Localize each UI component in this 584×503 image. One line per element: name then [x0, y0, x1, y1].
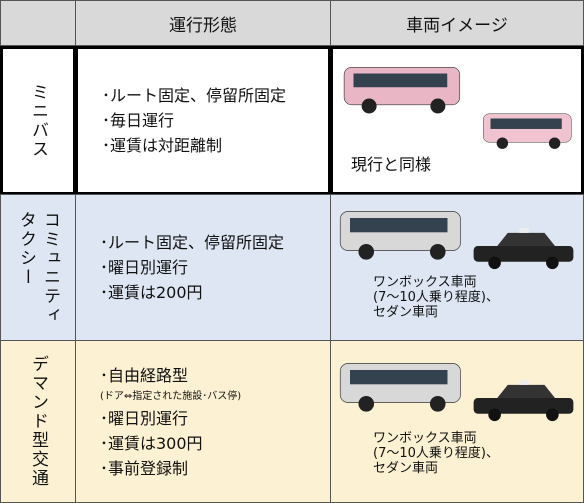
vehicle-image [361, 98, 377, 114]
feature: ･曜日別運行 [100, 408, 189, 428]
row-name-line: コミュニティ [40, 210, 60, 325]
vehicle-image [471, 377, 576, 428]
vehicle-image [519, 228, 529, 233]
feature: ･ルート固定、停留所固定 [102, 86, 287, 105]
vehicle-image [490, 118, 562, 129]
vehicle-image [519, 380, 529, 385]
feature: ･運賃は対距離制 [102, 136, 223, 155]
vehicle-image [339, 211, 461, 260]
vehicle-image [353, 73, 448, 88]
vehicle-image [473, 398, 574, 414]
header-cell: 運行形態 [75, 0, 331, 46]
row-name-line: ミニバス [28, 82, 48, 159]
row-name: コミュニティ タクシー [0, 194, 76, 341]
vehicle-image [473, 380, 574, 422]
vehicle-image [350, 218, 448, 233]
vehicle-image [350, 370, 448, 385]
vehicle-image [358, 244, 375, 260]
vehicle-image [343, 66, 461, 114]
row-name-text: ミニバス [26, 83, 50, 159]
feature: ･運賃は300円 [100, 433, 203, 453]
vehicle-image [337, 357, 467, 420]
vehicle-image [429, 396, 446, 412]
feature: ･事前登録制 [100, 458, 189, 478]
caption-line: (7～10人乗り程度)、 [373, 446, 499, 461]
vehicle-image [481, 109, 576, 156]
vehicle-image [546, 408, 559, 422]
row-name-text: コミュニティ タクシー [14, 211, 62, 325]
vehicle-image [546, 256, 559, 270]
vehicle-caption: 現行と同様 [351, 155, 432, 174]
features: ･ルート固定、停留所固定 ･毎日運行 ･運賃は対距離制 [75, 46, 331, 195]
feature: ･運賃は200円 [100, 283, 203, 302]
vehicle-image [473, 228, 574, 270]
vehicle-image [337, 205, 467, 268]
caption-line: セダン車両 [373, 461, 439, 476]
vehicle-cell: 現行と同様 [330, 46, 584, 195]
vehicle-cell: ワンボックス車両 (7～10人乗り程度)、 セダン車両 [330, 340, 584, 503]
vehicle-image [339, 363, 461, 412]
feature: ･毎日運行 [102, 111, 175, 130]
vehicle-image [341, 61, 466, 121]
caption-line: 現行と同様 [351, 155, 432, 174]
vehicle-image [488, 256, 501, 270]
caption-line: セダン車両 [373, 305, 439, 320]
vehicle-cell: ワンボックス車両 (7～10人乗り程度)、 セダン車両 [330, 194, 584, 341]
vehicle-image [430, 98, 446, 114]
row-name-line: タクシー [16, 210, 36, 287]
vehicle-image [358, 396, 375, 412]
caption-line: ワンボックス車両 [373, 431, 477, 446]
caption-line: (7～10人乗り程度)、 [373, 290, 499, 305]
row-name-text: デマンド型交通 [26, 355, 50, 488]
header-cell: 車両イメージ [330, 0, 584, 46]
feature: ･自由経路型 [100, 365, 189, 385]
feature-note: (ドア⇔指定された施設･バス停) [100, 390, 242, 402]
feature: ･ルート固定、停留所固定 [100, 233, 285, 252]
vehicle-image [483, 113, 572, 149]
vehicle-image [497, 232, 555, 246]
vehicle-image [496, 137, 509, 149]
caption-line: ワンボックス車両 [373, 275, 477, 290]
vehicle-image [471, 225, 576, 276]
row-name: デマンド型交通 [0, 340, 76, 503]
row-name-line: デマンド型交通 [28, 355, 48, 488]
vehicle-caption: ワンボックス車両 (7～10人乗り程度)、 セダン車両 [373, 275, 499, 320]
feature: ･曜日別運行 [100, 258, 189, 277]
vehicle-image [473, 246, 574, 262]
features: ･ルート固定、停留所固定 ･曜日別運行 ･運賃は200円 [75, 194, 331, 341]
header-blank [0, 0, 76, 46]
vehicle-image [548, 137, 561, 149]
vehicle-caption: ワンボックス車両 (7～10人乗り程度)、 セダン車両 [373, 431, 499, 476]
vehicle-image [497, 384, 555, 398]
features: ･自由経路型 (ドア⇔指定された施設･バス停) ･曜日別運行 ･運賃は300円 ･事前登… [75, 340, 331, 503]
row-name: ミニバス [0, 46, 76, 195]
vehicle-image [429, 244, 446, 260]
vehicle-image [488, 408, 501, 422]
